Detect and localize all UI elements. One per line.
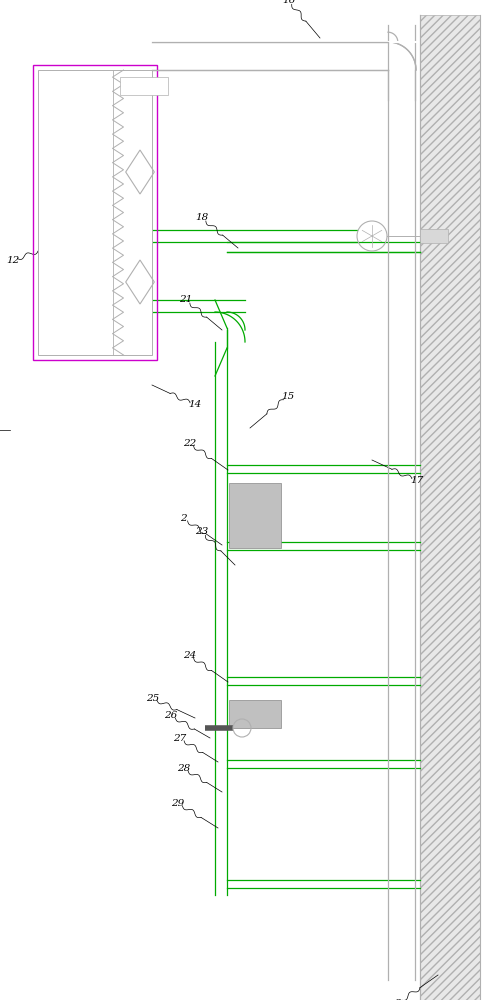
Text: 24: 24	[183, 651, 196, 660]
Text: 21: 21	[179, 295, 193, 304]
Bar	[229, 700, 281, 728]
Text: 23: 23	[195, 527, 208, 536]
Text: 17: 17	[410, 476, 423, 485]
Text: 1: 1	[90, 202, 96, 211]
Text: 27: 27	[173, 734, 187, 743]
Text: 2: 2	[180, 514, 187, 523]
Text: 15: 15	[281, 392, 294, 401]
Text: 12: 12	[6, 256, 19, 265]
Text: 22: 22	[183, 439, 196, 448]
Bar	[38, 70, 152, 355]
Text: 16: 16	[282, 0, 295, 5]
Bar	[120, 77, 168, 95]
Text: 29: 29	[171, 799, 185, 808]
Text: 18: 18	[196, 213, 208, 222]
Text: 13: 13	[78, 72, 92, 81]
Text: 14: 14	[188, 400, 201, 409]
Bar	[420, 15, 480, 1000]
Text: 28: 28	[177, 764, 191, 773]
Text: 25: 25	[146, 694, 159, 703]
Text: 3: 3	[395, 999, 401, 1000]
Text: 26: 26	[164, 711, 178, 720]
Bar	[229, 483, 281, 548]
Bar	[420, 229, 448, 243]
Bar	[33, 65, 157, 360]
Bar	[420, 15, 480, 1000]
